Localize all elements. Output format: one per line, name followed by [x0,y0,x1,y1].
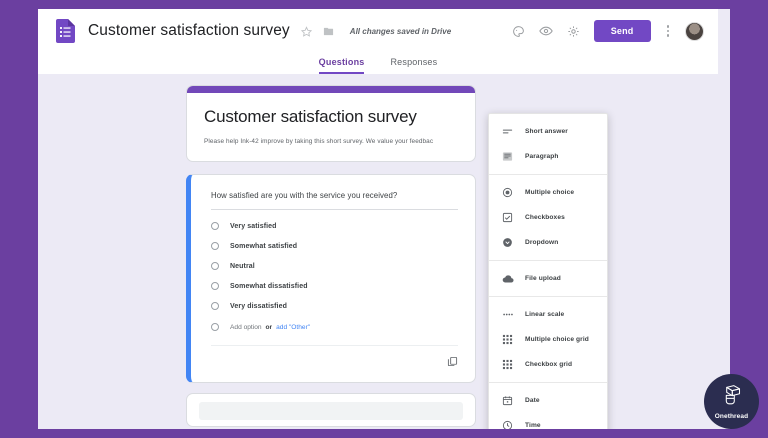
menu-label: Date [525,397,540,404]
radio-icon[interactable] [211,222,219,230]
form-accent-bar [187,86,475,93]
grid-dots-icon [501,359,514,370]
option-row[interactable]: Somewhat dissatisfied [211,282,458,290]
menu-item-short-answer[interactable]: Short answer [489,119,607,144]
onethread-badge[interactable]: Onethread [704,374,759,429]
google-forms-doc-icon [56,19,75,43]
header-top-row: Customer satisfaction survey All changes… [38,9,718,53]
menu-item-linear-scale[interactable]: Linear scale [489,302,607,327]
paragraph-icon [501,151,514,162]
form-canvas: Customer satisfaction survey Please help… [186,85,476,427]
menu-divider [489,296,607,297]
save-status-text: All changes saved in Drive [349,26,452,36]
question-text[interactable]: How satisfied are you with the service y… [211,191,458,210]
menu-item-multiple-choice[interactable]: Multiple choice [489,180,607,205]
short-answer-icon [501,126,514,137]
menu-item-checkbox-grid[interactable]: Checkbox grid [489,352,607,377]
menu-label: Linear scale [525,311,565,318]
menu-label: Multiple choice grid [525,336,589,343]
menu-label: Multiple choice [525,189,575,196]
document-title[interactable]: Customer satisfaction survey [88,22,290,39]
option-label[interactable]: Somewhat satisfied [230,242,298,250]
form-description[interactable]: Please help Ink-42 improve by taking thi… [204,138,434,145]
option-label[interactable]: Somewhat dissatisfied [230,282,308,290]
menu-label: Checkboxes [525,214,565,221]
option-row[interactable]: Very satisfied [211,222,458,230]
menu-item-time[interactable]: Time [489,413,607,429]
menu-item-file-upload[interactable]: File upload [489,266,607,291]
header-actions: Send [512,20,704,42]
app-header: Customer satisfaction survey All changes… [38,9,718,74]
onethread-label: Onethread [714,413,749,420]
app-frame: Customer satisfaction survey All changes… [38,9,730,429]
clock-icon [501,420,514,429]
menu-label: Paragraph [525,153,559,160]
form-tabs: Questions Responses [38,57,718,74]
menu-label: Dropdown [525,239,559,246]
grid-dots-icon [501,334,514,345]
tab-questions[interactable]: Questions [318,57,365,74]
option-row[interactable]: Somewhat satisfied [211,242,458,250]
tab-responses[interactable]: Responses [390,57,438,67]
question-type-menu[interactable]: Short answer Paragraph Multiple choice [488,113,608,429]
eye-preview-icon[interactable] [538,24,553,38]
radio-icon[interactable] [211,282,219,290]
option-label[interactable]: Very dissatisfied [230,302,287,310]
star-icon[interactable] [300,25,312,37]
cloud-upload-icon [501,273,514,285]
checkbox-checked-icon [501,212,514,223]
menu-item-multiple-choice-grid[interactable]: Multiple choice grid [489,327,607,352]
menu-item-paragraph[interactable]: Paragraph [489,144,607,169]
form-title[interactable]: Customer satisfaction survey [204,107,417,126]
radio-icon [211,323,219,331]
add-option-row[interactable]: Add option or add "Other" [211,323,458,331]
gear-settings-icon[interactable] [567,25,580,38]
option-label[interactable]: Very satisfied [230,222,277,230]
menu-label: Short answer [525,128,568,135]
folder-move-icon[interactable] [323,26,334,37]
menu-item-date[interactable]: Date [489,388,607,413]
menu-item-dropdown[interactable]: Dropdown [489,230,607,255]
next-question-card[interactable] [186,393,476,427]
radio-icon[interactable] [211,242,219,250]
question-card-footer [211,345,458,372]
menu-label: Checkbox grid [525,361,573,368]
linear-scale-icon [501,309,514,320]
option-row[interactable]: Neutral [211,262,458,270]
menu-item-checkboxes[interactable]: Checkboxes [489,205,607,230]
calendar-icon [501,395,514,406]
menu-label: Time [525,422,541,429]
add-other-link[interactable]: add "Other" [276,323,311,331]
or-label: or [265,323,273,331]
radio-filled-icon [501,187,514,198]
kebab-more-icon[interactable] [665,25,672,37]
duplicate-icon[interactable] [447,354,458,372]
radio-icon[interactable] [211,262,219,270]
menu-divider [489,260,607,261]
send-button[interactable]: Send [593,20,651,42]
palette-icon[interactable] [512,25,525,38]
add-option-label[interactable]: Add option [230,323,262,331]
user-avatar[interactable] [685,21,704,41]
radio-icon[interactable] [211,302,219,310]
option-label[interactable]: Neutral [230,262,255,270]
menu-divider [489,174,607,175]
form-title-card: Customer satisfaction survey Please help… [186,85,476,162]
next-question-placeholder [199,402,463,420]
menu-divider [489,382,607,383]
menu-label: File upload [525,275,561,282]
onethread-spool-logo [719,383,744,412]
question-card[interactable]: How satisfied are you with the service y… [186,174,476,383]
option-row[interactable]: Very dissatisfied [211,302,458,310]
dropdown-circle-icon [501,237,514,248]
